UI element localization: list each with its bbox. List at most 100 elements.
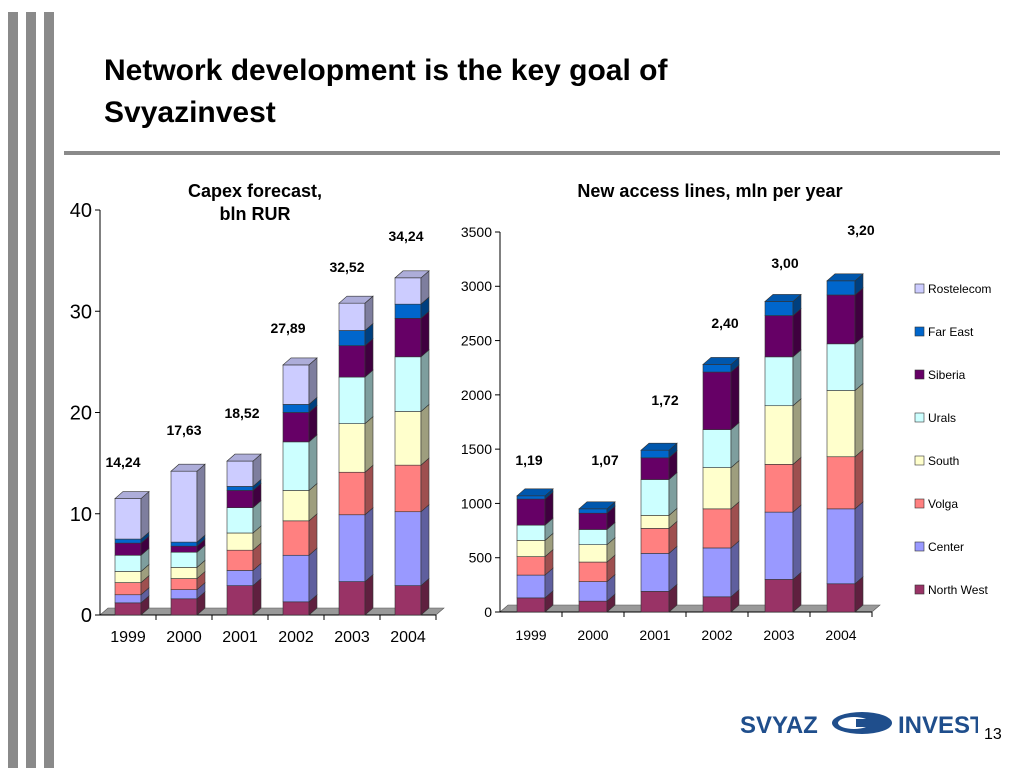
access-bar-urals-2003 bbox=[764, 356, 794, 407]
access-bar-volga-2003 bbox=[764, 464, 794, 513]
capex-bar-south-2001 bbox=[226, 532, 254, 551]
capex-x-tick-label: 2004 bbox=[390, 629, 426, 646]
access-bar-siberia-2000 bbox=[578, 512, 608, 530]
access-floor bbox=[499, 604, 881, 613]
logo-left-text: SVYAZ bbox=[740, 712, 818, 739]
access-bar-south-1999 bbox=[516, 540, 546, 557]
access-bar-center-2000 bbox=[578, 581, 608, 602]
capex-bar-center-2001 bbox=[226, 570, 254, 586]
access-bar-urals-2000 bbox=[578, 529, 608, 545]
access-bar-north-west-2003 bbox=[764, 579, 794, 613]
capex-title-line-1: Capex forecast, bbox=[187, 181, 323, 201]
access-y-tick-label: 0 bbox=[484, 604, 492, 620]
capex-bar-top bbox=[394, 270, 430, 279]
access-x-tick-label: 2000 bbox=[577, 627, 608, 643]
access-bar-side bbox=[854, 449, 864, 510]
capex-bar-side bbox=[420, 349, 430, 413]
capex-bar-siberia-2003 bbox=[338, 345, 366, 378]
access-bar-side bbox=[730, 540, 740, 598]
capex-y-tick-label: 0 bbox=[81, 605, 92, 627]
access-bar-far-east-2001 bbox=[640, 449, 670, 459]
capex-title-line-2: bln RUR bbox=[219, 204, 291, 224]
legend-swatch-south bbox=[914, 455, 925, 466]
access-bar-volga-2001 bbox=[640, 528, 670, 554]
legend-label-urals: Urals bbox=[928, 411, 956, 425]
access-bar-side bbox=[668, 471, 678, 517]
access-bar-south-2004 bbox=[826, 390, 856, 458]
access-bar-top bbox=[578, 501, 616, 510]
access-bar-south-2002 bbox=[702, 467, 732, 510]
access-bar-top bbox=[764, 294, 802, 302]
capex-bar-top bbox=[338, 295, 374, 304]
access-bar-north-west-1999 bbox=[516, 597, 546, 613]
access-bar-side bbox=[854, 382, 864, 458]
capex-x-tick-label: 2003 bbox=[334, 629, 370, 646]
capex-bar-far-east-2004 bbox=[394, 303, 422, 319]
capex-total-label: 27,89 bbox=[270, 320, 305, 336]
legend-swatch-rostelecom bbox=[914, 283, 925, 294]
capex-bar-north-west-2002 bbox=[282, 601, 310, 616]
legend-swatch-volga bbox=[914, 498, 925, 509]
capex-bar-siberia-2001 bbox=[226, 490, 254, 508]
access-bar-far-east-2000 bbox=[578, 508, 608, 514]
access-x-tick-label: 2003 bbox=[763, 627, 794, 643]
access-bar-side bbox=[854, 287, 864, 345]
access-y-tick-label: 1000 bbox=[461, 495, 492, 511]
capex-bar-south-2004 bbox=[394, 411, 422, 466]
slide-title: Network development is the key goal of S… bbox=[104, 54, 668, 129]
capex-y-tick-label: 10 bbox=[70, 504, 92, 526]
capex-bar-north-west-1999 bbox=[114, 602, 142, 616]
access-bar-center-2001 bbox=[640, 553, 670, 592]
access-bar-side bbox=[792, 307, 802, 358]
access-bar-volga-1999 bbox=[516, 556, 546, 576]
legend-label-far-east: Far East bbox=[928, 325, 974, 339]
access-y-tick-label: 1500 bbox=[461, 441, 492, 457]
access-bar-side bbox=[792, 349, 802, 407]
legend-label-north-west: North West bbox=[928, 583, 988, 597]
access-bar-side bbox=[792, 398, 802, 466]
access-bar-side bbox=[668, 545, 678, 593]
capex-bar-top bbox=[170, 463, 206, 472]
capex-bar-rostelecom-2004 bbox=[394, 277, 422, 305]
capex-bar-side bbox=[140, 490, 150, 540]
page-number: 13 bbox=[984, 726, 1002, 743]
access-bar-siberia-2002 bbox=[702, 371, 732, 430]
access-bar-top bbox=[826, 273, 864, 282]
capex-bar-center-2002 bbox=[282, 554, 310, 603]
access-y-tick-label: 3000 bbox=[461, 278, 492, 294]
capex-bar-side bbox=[196, 463, 206, 543]
access-total-label: 3,00 bbox=[771, 255, 798, 271]
capex-bar-north-west-2004 bbox=[394, 585, 422, 616]
capex-bar-urals-1999 bbox=[114, 554, 142, 572]
logo-right-text: INVEST bbox=[898, 712, 978, 739]
capex-bar-side bbox=[420, 310, 430, 358]
capex-bar-volga-2000 bbox=[170, 578, 198, 590]
capex-bar-siberia-2000 bbox=[170, 545, 198, 553]
capex-bar-urals-2003 bbox=[338, 376, 366, 424]
capex-bar-rostelecom-2003 bbox=[338, 302, 366, 331]
capex-bar-north-west-2003 bbox=[338, 581, 366, 616]
access-total-label: 2,40 bbox=[711, 315, 738, 331]
capex-bar-volga-2001 bbox=[226, 549, 254, 571]
capex-bar-side bbox=[308, 547, 318, 603]
capex-bar-south-1999 bbox=[114, 571, 142, 583]
access-bar-top bbox=[516, 488, 554, 497]
legend-label-rostelecom: Rostelecom bbox=[928, 282, 991, 296]
access-bar-top bbox=[702, 357, 740, 365]
title-underline bbox=[64, 151, 1000, 155]
capex-x-tick-label: 1999 bbox=[110, 629, 146, 646]
legend-swatch-urals bbox=[914, 412, 925, 423]
capex-y-tick-label: 20 bbox=[70, 403, 92, 425]
access-bar-far-east-2004 bbox=[826, 280, 856, 296]
capex-bar-center-1999 bbox=[114, 594, 142, 604]
access-bar-urals-1999 bbox=[516, 524, 546, 541]
capex-bar-south-2000 bbox=[170, 567, 198, 579]
capex-floor bbox=[99, 607, 445, 616]
access-bar-side bbox=[730, 459, 740, 510]
access-y-tick-label: 2000 bbox=[461, 387, 492, 403]
access-y-tick-label: 500 bbox=[469, 550, 493, 566]
access-bar-center-2003 bbox=[764, 511, 794, 580]
capex-bar-urals-2004 bbox=[394, 356, 422, 412]
access-bar-side bbox=[854, 501, 864, 585]
capex-x-tick-label: 2001 bbox=[222, 629, 258, 646]
